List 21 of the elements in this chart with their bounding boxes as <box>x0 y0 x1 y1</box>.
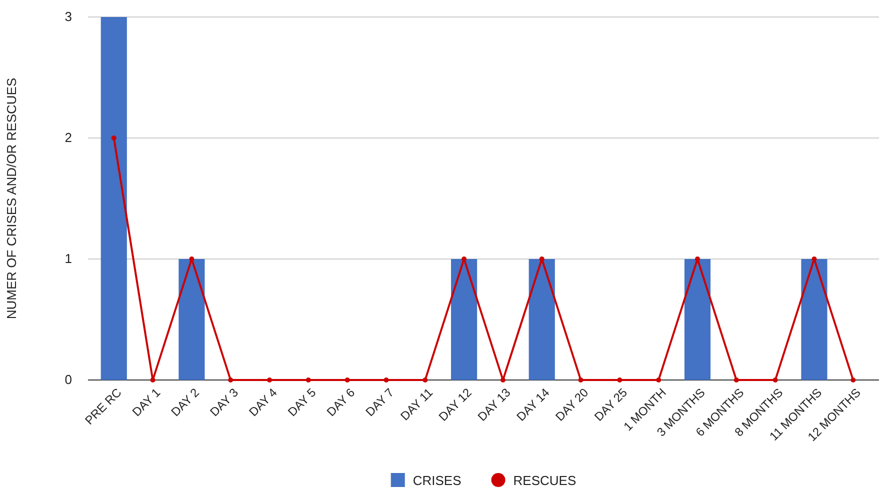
point <box>228 377 234 383</box>
y-axis-title: NUMER OF CRISES AND/OR RESCUES <box>4 78 19 320</box>
point <box>578 377 584 383</box>
point <box>266 377 272 383</box>
point <box>617 377 622 383</box>
point <box>344 377 350 383</box>
point <box>150 377 156 383</box>
point <box>772 377 778 383</box>
point <box>656 377 662 383</box>
y-tick-label: 2 <box>64 130 72 146</box>
point <box>111 135 116 141</box>
legend-label: RESCUES <box>513 473 576 488</box>
point <box>384 377 389 383</box>
y-tick-label: 1 <box>64 251 72 266</box>
y-tick-label: 0 <box>64 372 72 388</box>
point <box>422 377 428 383</box>
point <box>734 377 739 383</box>
y-tick-label: 3 <box>64 9 72 24</box>
legend-label: CRISES <box>412 473 462 488</box>
point <box>306 377 311 383</box>
point <box>850 377 856 383</box>
